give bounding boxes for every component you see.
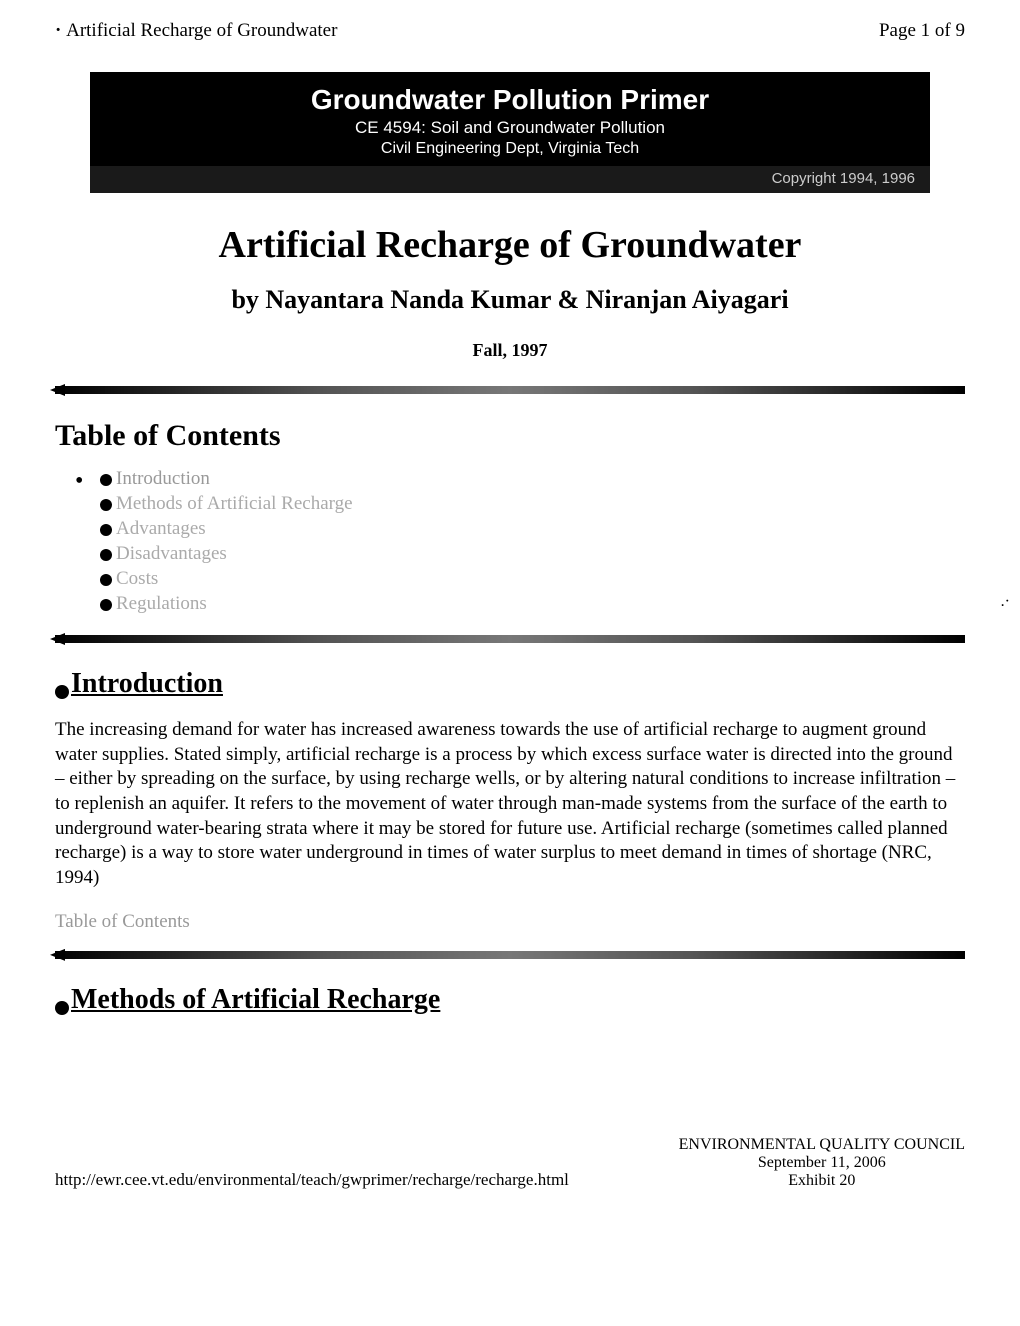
banner-title: Groundwater Pollution Primer (90, 84, 930, 116)
authors: by Nayantara Nanda Kumar & Niranjan Aiya… (55, 285, 965, 315)
footer-date: September 11, 2006 (679, 1154, 965, 1172)
disc-icon (55, 685, 69, 699)
bullet-icon (100, 524, 112, 536)
page-header: Artificial Recharge of Groundwater Page … (55, 20, 965, 42)
disc-icon (55, 1001, 69, 1015)
methods-heading: Methods of Artificial Recharge (55, 984, 965, 1016)
introduction-body: The increasing demand for water has incr… (55, 718, 965, 891)
toc-item[interactable]: Introduction (100, 468, 965, 490)
bullet-icon (100, 474, 112, 486)
banner-copyright: Copyright 1994, 1996 (90, 166, 930, 193)
table-of-contents: Introduction Methods of Artificial Recha… (55, 468, 965, 615)
section-divider (55, 635, 965, 643)
margin-mark: .· (1001, 593, 1010, 611)
footer-url: http://ewr.cee.vt.edu/environmental/teac… (55, 1170, 569, 1190)
section-divider (55, 951, 965, 959)
footer-exhibit: Exhibit 20 (679, 1172, 965, 1190)
toc-item-label: Introduction (116, 468, 210, 489)
toc-item-label: Methods of Artificial Recharge (116, 493, 353, 514)
banner-department: Civil Engineering Dept, Virginia Tech (90, 140, 930, 166)
toc-item-label: Costs (116, 568, 158, 589)
heading-text: Introduction (71, 668, 223, 699)
publication-date: Fall, 1997 (55, 340, 965, 361)
bullet-icon (100, 499, 112, 511)
heading-text: Methods of Artificial Recharge (71, 984, 440, 1015)
toc-item-label: Regulations (116, 593, 207, 614)
page-footer: http://ewr.cee.vt.edu/environmental/teac… (55, 1136, 965, 1190)
bullet-icon (100, 549, 112, 561)
section-divider (55, 386, 965, 394)
banner-course-code: CE 4594: Soil and Groundwater Pollution (90, 118, 930, 138)
toc-heading: Table of Contents (55, 419, 965, 453)
bullet-icon (100, 574, 112, 586)
toc-item-label: Advantages (116, 518, 206, 539)
document-title: Artificial Recharge of Groundwater (55, 223, 965, 267)
footer-citation: ENVIRONMENTAL QUALITY COUNCIL September … (679, 1136, 965, 1190)
course-banner: Groundwater Pollution Primer CE 4594: So… (90, 72, 930, 193)
header-title: Artificial Recharge of Groundwater (55, 20, 337, 42)
toc-item[interactable]: Methods of Artificial Recharge (100, 493, 965, 515)
bullet-icon (100, 599, 112, 611)
introduction-heading: Introduction (55, 668, 965, 700)
toc-item[interactable]: Disadvantages (100, 543, 965, 565)
footer-organization: ENVIRONMENTAL QUALITY COUNCIL (679, 1136, 965, 1154)
toc-item[interactable]: Costs (100, 568, 965, 590)
toc-item-label: Disadvantages (116, 543, 227, 564)
page-number: Page 1 of 9 (879, 20, 965, 42)
toc-return-link[interactable]: Table of Contents (55, 911, 965, 933)
toc-item[interactable]: Regulations (100, 593, 965, 615)
toc-item[interactable]: Advantages (100, 518, 965, 540)
